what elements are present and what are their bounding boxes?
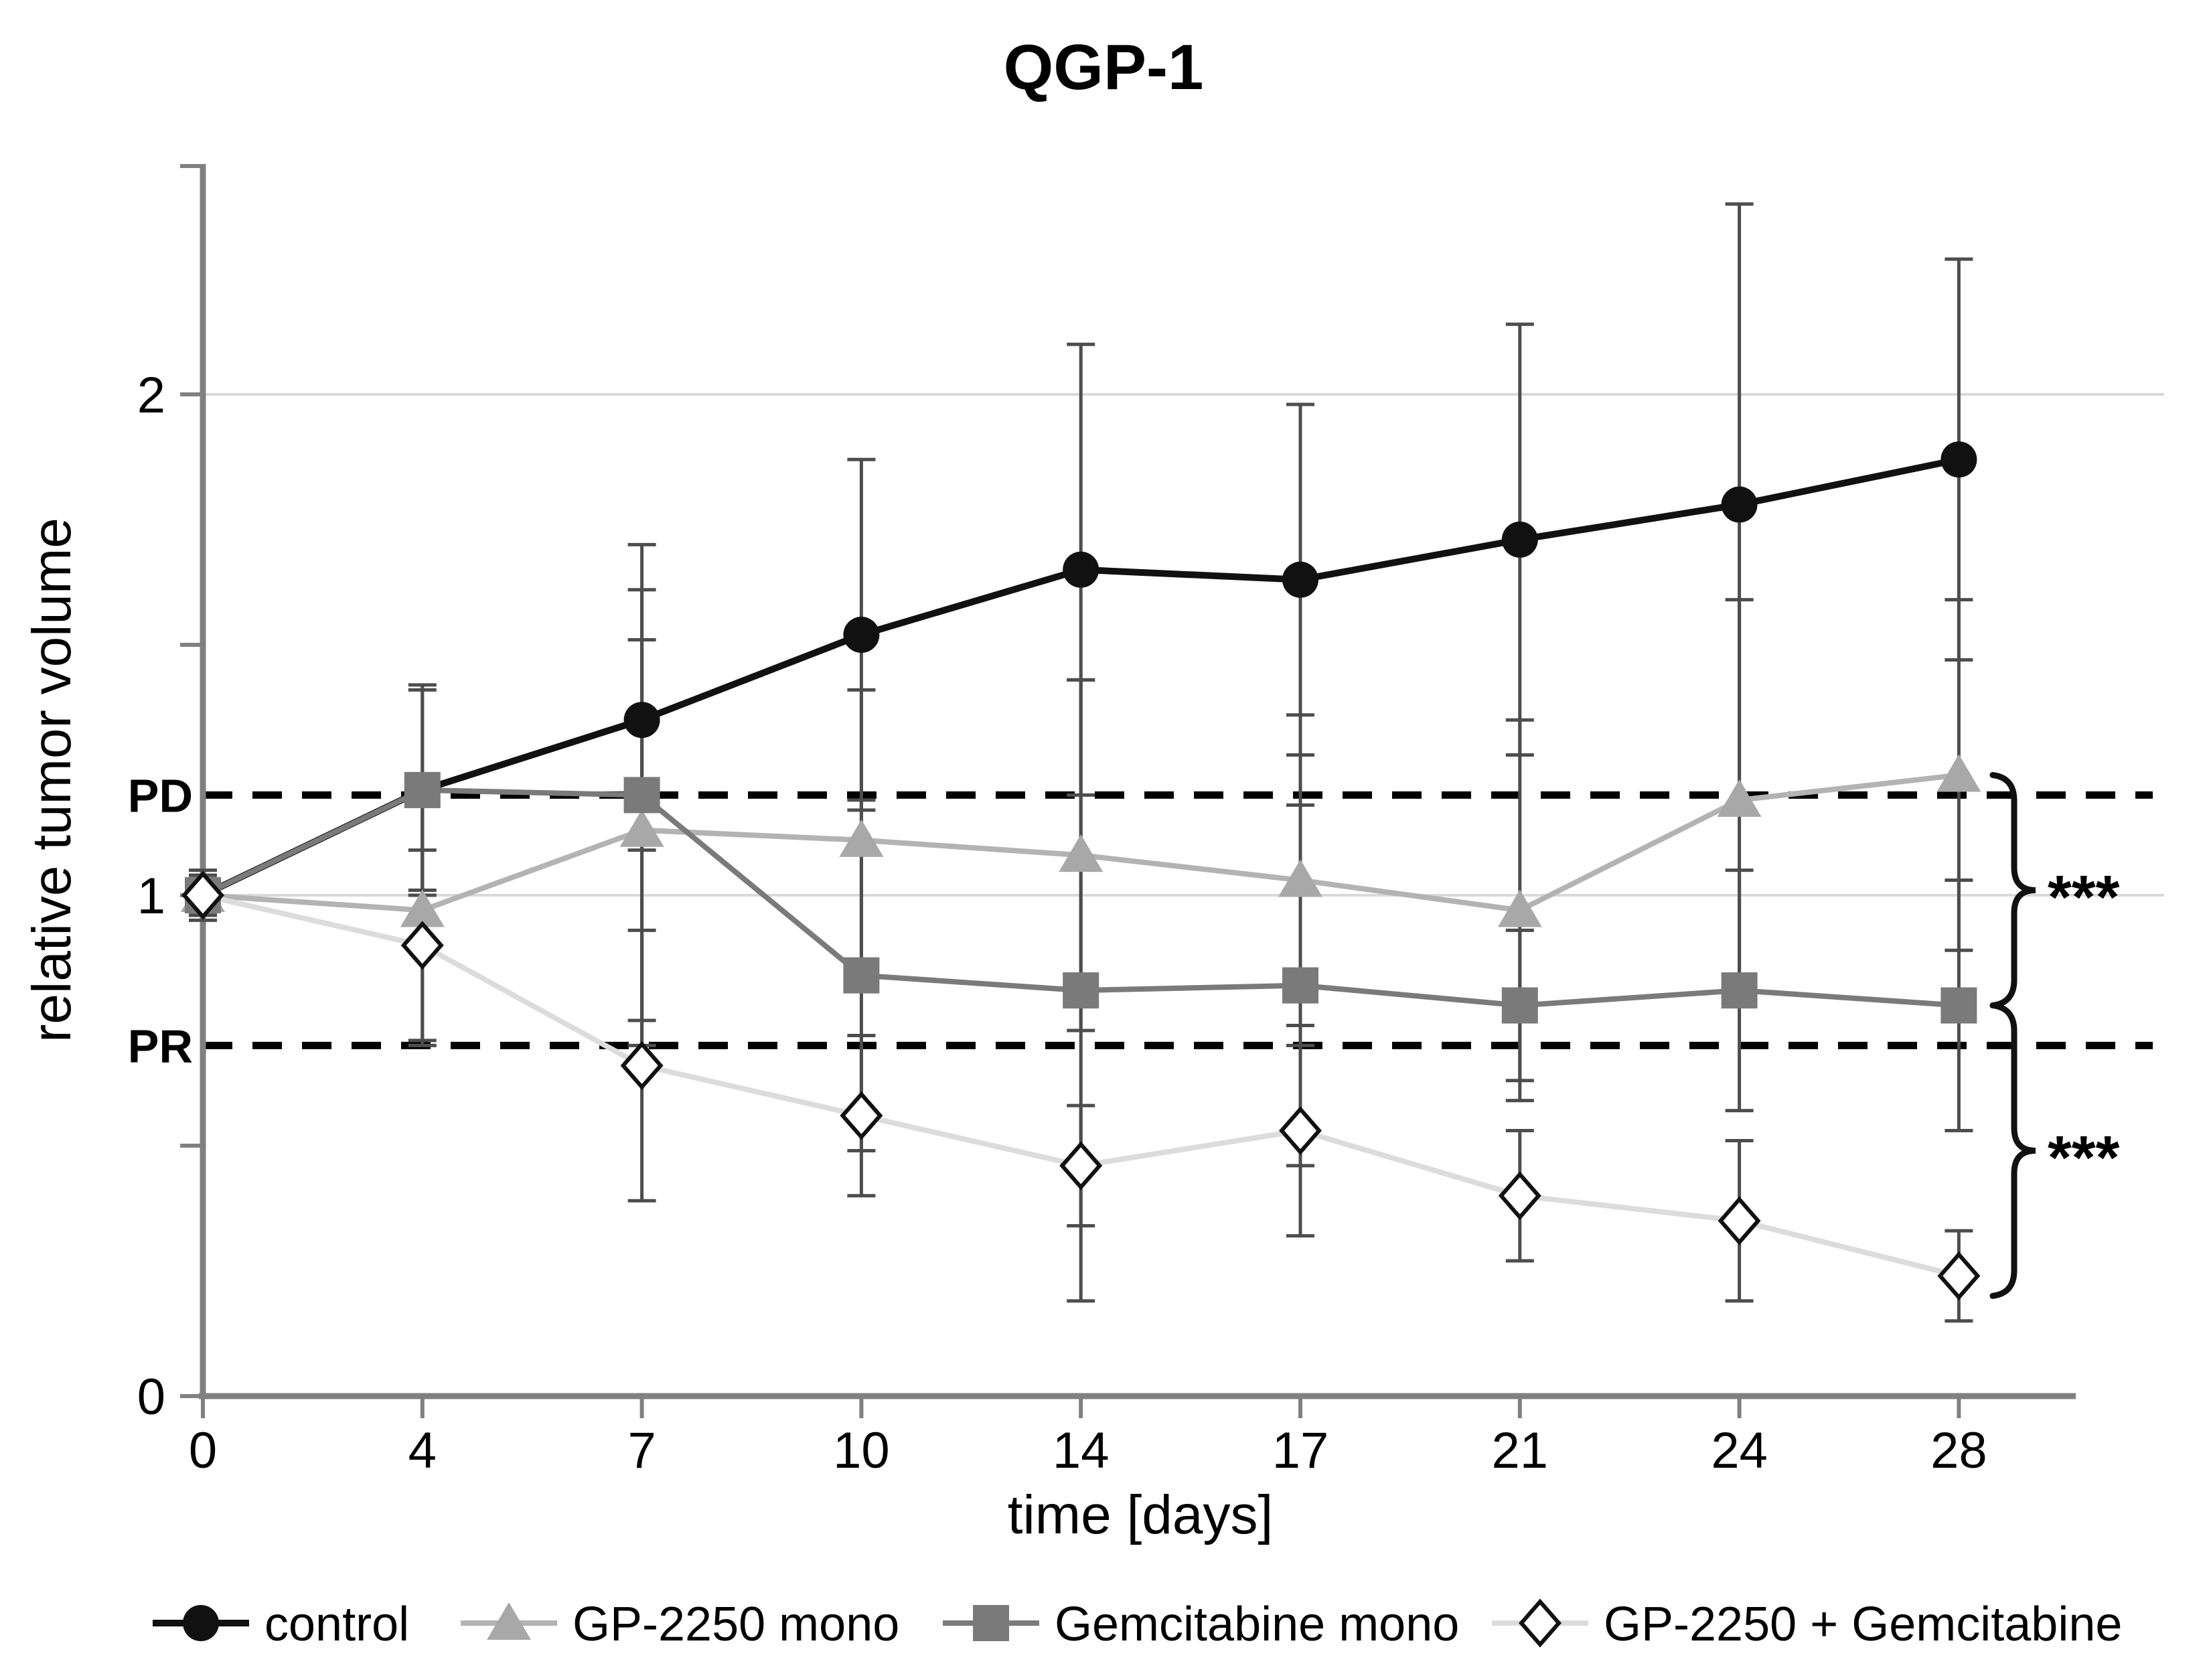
significance-stars: *** [2048, 864, 2120, 932]
marker-triangle [619, 809, 664, 847]
marker-triangle [1278, 859, 1322, 897]
chart-title: QGP-1 [1003, 31, 1204, 103]
marker-circle [843, 617, 880, 654]
y-axis-title: relative tumor volume [21, 518, 82, 1043]
legend-label-triangle: GP-2250 mono [573, 1598, 899, 1651]
marker-diamond [1718, 1196, 1761, 1245]
x-tick-label-14: 14 [1053, 1422, 1110, 1479]
marker-diamond [1059, 1141, 1103, 1191]
marker-triangle [839, 819, 884, 857]
marker-triangle [1059, 834, 1104, 872]
x-tick-label-7: 7 [627, 1422, 656, 1479]
marker-square [623, 777, 660, 814]
marker-diamond [181, 870, 224, 920]
marker-triangle [1936, 754, 1981, 792]
significance-bracket [1989, 1002, 2036, 1299]
y-tick-label-1: 1 [137, 868, 165, 925]
marker-circle [623, 702, 660, 739]
threshold-label-PR: PR [128, 1020, 193, 1072]
legend-label-diamond: GP-2250 + Gemcitabine [1604, 1598, 2122, 1651]
y-tick-label-2: 2 [137, 367, 165, 424]
marker-triangle [400, 889, 445, 927]
marker-square [1501, 987, 1538, 1024]
marker-diamond [400, 921, 444, 970]
legend-label-circle: control [264, 1598, 409, 1651]
x-tick-label-0: 0 [189, 1422, 217, 1479]
x-tick-label-10: 10 [833, 1422, 890, 1479]
marker-diamond [1519, 1598, 1562, 1648]
marker-circle [1063, 551, 1099, 588]
marker-square [1940, 987, 1977, 1024]
x-axis-title: time [days] [1007, 1484, 1274, 1545]
marker-square [1282, 967, 1318, 1004]
marker-triangle [487, 1602, 531, 1640]
x-tick-label-21: 21 [1492, 1422, 1549, 1479]
x-tick-label-24: 24 [1711, 1422, 1768, 1479]
marker-square [1721, 972, 1758, 1009]
marker-circle [1721, 486, 1758, 523]
marker-square [973, 1605, 1009, 1641]
marker-diamond [1279, 1106, 1322, 1156]
marker-square [1063, 972, 1099, 1009]
legend-label-square: Gemcitabine mono [1055, 1598, 1459, 1651]
marker-circle [183, 1605, 219, 1641]
marker-diamond [1498, 1171, 1541, 1221]
x-tick-label-28: 28 [1930, 1422, 1987, 1479]
marker-square [843, 957, 880, 994]
x-tick-label-4: 4 [408, 1422, 437, 1479]
marker-circle [1282, 561, 1318, 598]
marker-square [404, 771, 441, 808]
marker-circle [1501, 521, 1538, 558]
marker-diamond [620, 1041, 664, 1090]
significance-bracket [1989, 771, 2036, 1009]
x-tick-label-17: 17 [1272, 1422, 1329, 1479]
marker-diamond [840, 1091, 883, 1140]
threshold-label-PD: PD [128, 769, 193, 822]
marker-triangle [1497, 889, 1542, 927]
marker-diamond [1937, 1251, 1981, 1301]
y-tick-label-0: 0 [137, 1369, 165, 1426]
significance-stars: *** [2048, 1124, 2120, 1192]
marker-circle [1940, 441, 1977, 478]
marker-triangle [1717, 779, 1762, 817]
